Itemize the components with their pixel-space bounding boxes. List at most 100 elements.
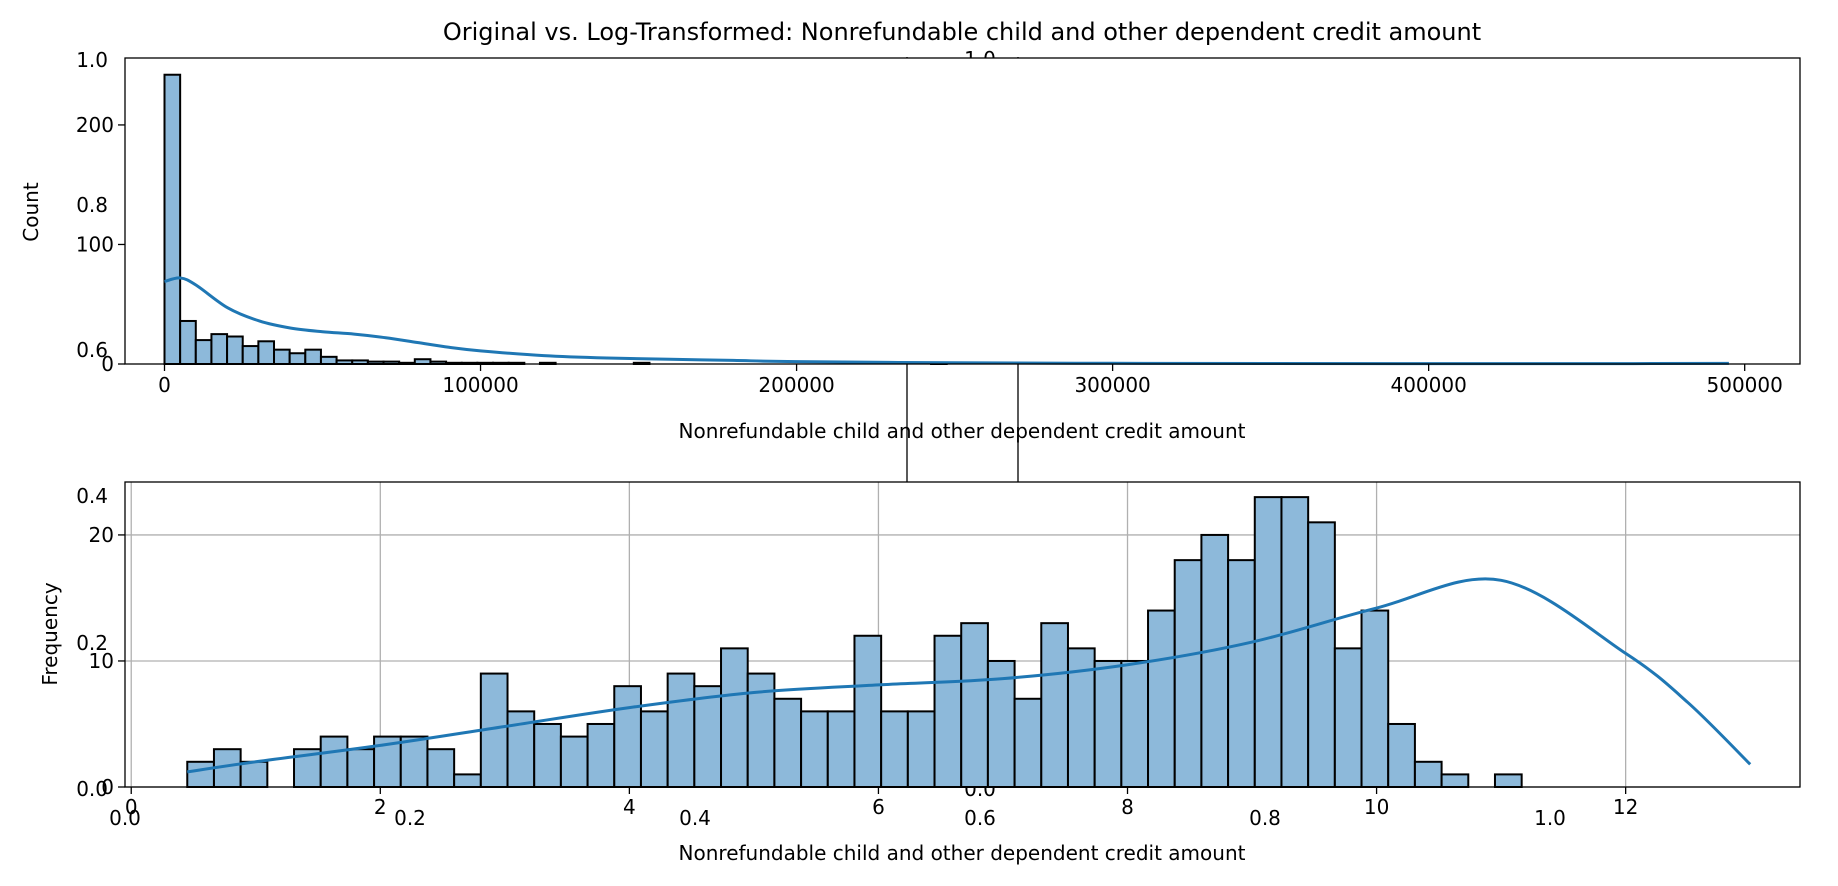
overlay-y-tick: 0.8	[76, 193, 108, 217]
histogram-bar	[413, 358, 432, 365]
histogram-bar	[194, 339, 213, 365]
y-tick-label: 200	[76, 113, 114, 137]
overlay-axes: 0.0 0.2 0.4 0.6 0.8 1.0 0.0 0.2 0.4 0.6 …	[76, 48, 1566, 830]
histogram-bar	[210, 333, 229, 365]
histogram-bar	[693, 685, 723, 789]
y-tick-label: 10	[89, 649, 114, 673]
bottom-axes-frame	[124, 481, 1801, 788]
histogram-bar	[1093, 659, 1123, 788]
x-tick-label: 500000	[1707, 373, 1783, 397]
histogram-bar	[319, 355, 338, 365]
overlay-x-tick: 0.8	[1249, 806, 1281, 830]
histogram-bar	[1040, 622, 1069, 789]
x-tick-label: 8	[1121, 795, 1134, 819]
overlay-y-ticks: 0.0 0.2 0.4 0.6 0.8 1.0	[76, 48, 108, 801]
histogram-bar	[186, 760, 215, 789]
histogram-bar	[1440, 773, 1470, 788]
histogram-bar	[986, 659, 1016, 788]
x-tick-label: 100000	[442, 373, 518, 397]
histogram-bar	[399, 735, 429, 789]
x-tick-label: 12	[1613, 795, 1638, 819]
y-tick-label: 0	[101, 775, 114, 799]
figure-title: Original vs. Log-Transformed: Nonrefunda…	[443, 18, 1481, 46]
y-tick-label: 20	[89, 523, 114, 547]
x-tick-label: 300000	[1074, 373, 1150, 397]
overlay-x-tick: 0.2	[394, 806, 426, 830]
histogram-bar	[880, 710, 909, 789]
bottom-x-axis-label: Nonrefundable child and other dependent …	[679, 841, 1246, 865]
histogram-bar	[1147, 609, 1176, 788]
histogram-bar	[1253, 496, 1283, 788]
top-axes-frame	[124, 57, 1801, 365]
histogram-bar	[639, 710, 669, 789]
y-tick-label: 0	[101, 352, 114, 376]
bottom-kde-line	[187, 577, 1752, 774]
x-tick-label: 0	[125, 795, 138, 819]
top-x-axis-label: Nonrefundable child and other dependent …	[679, 419, 1246, 443]
histogram-bar	[586, 722, 616, 788]
histogram-bar	[319, 735, 349, 789]
top-y-ticks: 0 100 200	[76, 113, 125, 376]
overlay-x-tick: 0.0	[109, 806, 141, 830]
histogram-bar	[1280, 496, 1310, 788]
bottom-histogram-bars	[186, 496, 1523, 789]
histogram-bar	[226, 335, 244, 365]
histogram-bar	[720, 647, 749, 789]
overlay-x-tick: 1.0	[1534, 806, 1566, 830]
histogram-bar	[304, 348, 322, 365]
x-tick-label: 0	[158, 373, 171, 397]
histogram-bar	[257, 340, 276, 365]
histogram-bar	[179, 319, 197, 365]
histogram-bar	[1173, 559, 1203, 788]
histogram-bar	[1120, 659, 1150, 788]
histogram-bar	[773, 697, 803, 788]
histogram-bar	[288, 352, 307, 365]
top-y-axis-label: Count	[19, 182, 43, 242]
histogram-bar	[1307, 521, 1336, 788]
histogram-bar	[613, 685, 642, 789]
histogram-bar	[960, 622, 989, 789]
histogram-bar	[853, 634, 883, 788]
x-tick-label: 2	[374, 795, 387, 819]
histogram-bar	[933, 634, 963, 788]
histogram-bar	[241, 345, 260, 365]
overlay-y-tick: 0.0	[76, 777, 108, 801]
y-tick-label: 100	[76, 232, 114, 256]
histogram-bar	[1227, 559, 1256, 788]
overlay-y-tick: 1.0	[76, 48, 108, 72]
bottom-panel: 0 2 4 6 8 10 12 0 10 20 Nonrefundable child and …	[38, 481, 1801, 865]
histogram-bar	[1493, 773, 1523, 788]
histogram-bar	[1013, 697, 1043, 788]
histogram-bar	[1333, 647, 1363, 789]
histogram-bar	[346, 748, 376, 788]
histogram-bar	[1387, 722, 1416, 788]
histogram-bar	[826, 710, 856, 789]
histogram-bar	[559, 735, 589, 789]
histogram-bar	[1360, 609, 1390, 788]
top-panel: 0 100000 200000 300000 400000 500000 0100200 …	[19, 57, 1801, 443]
top-axes-background	[125, 58, 1800, 364]
x-tick-label: 10	[1364, 795, 1389, 819]
overlay-y-tick: 0.4	[76, 484, 108, 508]
bottom-y-axis-label: Frequency	[38, 582, 62, 685]
overlay-x-tick: 0.4	[679, 806, 711, 830]
overlay-y-tick: 0.2	[76, 631, 108, 655]
histogram-bar	[906, 710, 936, 789]
x-tick-label: 400000	[1390, 373, 1466, 397]
x-tick-label: 6	[872, 795, 885, 819]
bottom-y-ticks: 0 10 20	[89, 523, 125, 799]
overlay-y-tick: 0.6	[76, 338, 108, 362]
histogram-bar	[453, 773, 482, 788]
histogram-bar	[1413, 760, 1443, 789]
bottom-x-ticks: 0 2 4 6 8 10 12	[125, 787, 1638, 819]
overlay-x-tick: 0.6	[964, 806, 996, 830]
x-tick-label: 4	[623, 795, 636, 819]
histogram-bar	[426, 748, 456, 788]
histogram-bar	[533, 722, 562, 788]
top-x-ticks: 0 100000 200000 300000 400000 500000	[158, 364, 1783, 397]
histogram-bar	[273, 348, 291, 365]
histogram-bar	[239, 760, 269, 789]
histogram-bar	[800, 710, 829, 789]
overlay-x-ticks: 0.0 0.2 0.4 0.6 0.8 1.0	[109, 806, 1566, 830]
